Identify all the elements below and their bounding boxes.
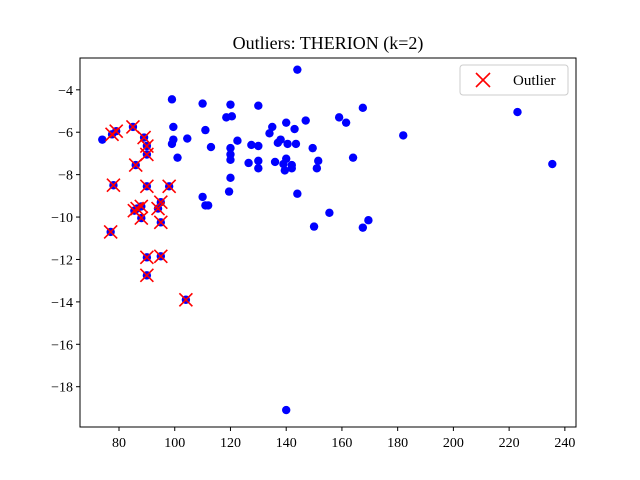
data-point — [226, 100, 235, 109]
data-point — [312, 164, 322, 173]
outlier-marker — [153, 195, 168, 210]
data-point — [169, 135, 178, 144]
outlier-marker — [153, 249, 168, 264]
data-point — [224, 187, 234, 196]
data-point — [325, 208, 334, 218]
outlier-marker — [134, 211, 149, 226]
data-point — [293, 65, 302, 74]
chart-title: Outliers: THERION (k=2) — [233, 33, 424, 54]
x-tick-label: 220 — [499, 436, 520, 451]
x-tick-label: 160 — [331, 436, 352, 451]
data-point — [358, 103, 368, 113]
data-point — [287, 164, 296, 173]
legend-label-outlier: Outlier — [513, 73, 556, 89]
data-point — [282, 154, 291, 163]
data-point — [293, 189, 302, 198]
data-point — [513, 107, 522, 117]
data-point — [270, 157, 280, 167]
data-point — [364, 216, 373, 225]
y-tick-label: −4 — [58, 84, 73, 99]
data-point — [227, 112, 237, 121]
data-point — [280, 166, 290, 175]
points-layer — [98, 65, 557, 415]
data-point — [247, 140, 256, 150]
data-point — [167, 95, 177, 104]
legend: Outlier — [459, 64, 569, 96]
outlier-marker — [128, 158, 143, 173]
x-tick-label: 100 — [164, 436, 185, 451]
outlier-marker — [139, 250, 154, 265]
data-point — [203, 201, 213, 210]
outlier-marker — [134, 199, 149, 214]
outlier-marker — [139, 147, 154, 162]
outlier-marker — [139, 179, 154, 194]
data-point — [308, 143, 317, 153]
y-tick-label: −18 — [51, 381, 73, 396]
data-point — [173, 153, 182, 162]
data-point — [399, 131, 408, 140]
x-tick-label: 140 — [276, 436, 297, 451]
y-tick-label: −12 — [51, 253, 73, 268]
data-point — [265, 129, 274, 138]
data-point — [309, 222, 319, 231]
data-point — [283, 139, 292, 149]
data-point — [254, 141, 263, 151]
outlier-marker — [130, 201, 145, 216]
data-point — [291, 139, 301, 149]
outlier-marker — [125, 119, 141, 134]
outliers-layer — [103, 119, 193, 307]
y-tick-label: −16 — [51, 338, 73, 353]
data-point — [301, 116, 310, 125]
data-point — [334, 113, 344, 122]
legend-outlier-marker — [475, 72, 491, 88]
x-tick-label: 80 — [112, 436, 126, 451]
y-tick-label: −10 — [51, 211, 73, 226]
plot-frame — [79, 57, 577, 428]
outlier-marker — [139, 268, 154, 283]
data-point — [226, 173, 235, 183]
data-point — [206, 142, 216, 152]
outlier-marker — [137, 130, 152, 145]
data-point — [183, 134, 192, 143]
data-point — [268, 122, 277, 132]
outlier-marker — [178, 292, 193, 307]
data-point — [282, 405, 291, 415]
legend-box — [459, 64, 569, 96]
data-point — [254, 101, 263, 110]
data-point — [276, 135, 285, 144]
data-point — [348, 153, 358, 162]
data-point — [98, 135, 107, 144]
data-point — [198, 99, 207, 108]
x-tick-label: 180 — [387, 436, 408, 451]
y-tick-label: −6 — [58, 126, 73, 141]
data-point — [226, 155, 235, 164]
outlier-marker — [106, 178, 121, 193]
data-point — [169, 122, 178, 132]
data-point — [358, 223, 368, 232]
data-point — [233, 136, 242, 145]
data-point — [226, 143, 235, 153]
data-point — [282, 118, 291, 127]
data-point — [198, 192, 207, 202]
x-tick-label: 120 — [220, 436, 241, 451]
data-point — [254, 156, 263, 166]
data-point — [254, 164, 263, 173]
y-tick-label: −8 — [58, 169, 73, 184]
outlier-marker — [103, 224, 118, 239]
x-axis: 80 100 120 140 160 180 200 220 240 — [112, 427, 575, 451]
x-tick-label: 200 — [443, 436, 464, 451]
outlier-marker — [162, 179, 177, 194]
data-point — [201, 125, 210, 135]
y-tick-label: −14 — [51, 296, 73, 311]
data-point — [244, 158, 253, 168]
data-point — [341, 118, 351, 127]
outlier-marker — [153, 215, 168, 230]
data-point — [314, 156, 323, 166]
data-point — [548, 159, 557, 169]
outlier-marker — [109, 124, 124, 139]
y-axis: −4 −6 −8 −10 −12 −14 −16 −18 — [51, 84, 80, 396]
x-tick-label: 240 — [554, 436, 575, 451]
data-point — [290, 124, 299, 134]
